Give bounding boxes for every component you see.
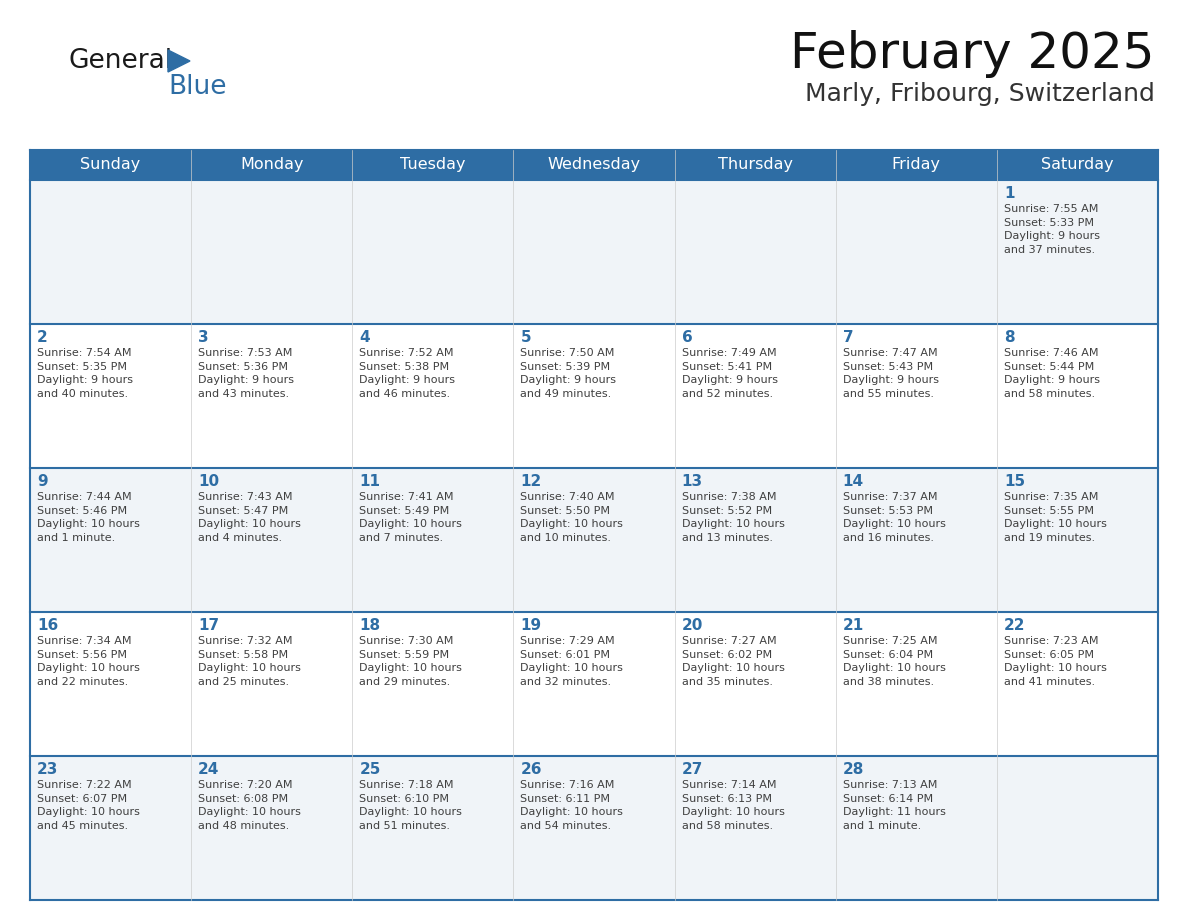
Text: 14: 14: [842, 474, 864, 489]
Text: Sunrise: 7:22 AM
Sunset: 6:07 PM
Daylight: 10 hours
and 45 minutes.: Sunrise: 7:22 AM Sunset: 6:07 PM Dayligh…: [37, 780, 140, 831]
Text: Sunrise: 7:52 AM
Sunset: 5:38 PM
Daylight: 9 hours
and 46 minutes.: Sunrise: 7:52 AM Sunset: 5:38 PM Dayligh…: [359, 348, 455, 398]
Polygon shape: [168, 50, 190, 72]
Text: 12: 12: [520, 474, 542, 489]
Text: Sunrise: 7:29 AM
Sunset: 6:01 PM
Daylight: 10 hours
and 32 minutes.: Sunrise: 7:29 AM Sunset: 6:01 PM Dayligh…: [520, 636, 624, 687]
Text: Tuesday: Tuesday: [400, 158, 466, 173]
Text: Blue: Blue: [168, 74, 227, 100]
Text: 20: 20: [682, 618, 703, 633]
Text: 28: 28: [842, 762, 864, 777]
Text: 16: 16: [37, 618, 58, 633]
Text: Sunrise: 7:23 AM
Sunset: 6:05 PM
Daylight: 10 hours
and 41 minutes.: Sunrise: 7:23 AM Sunset: 6:05 PM Dayligh…: [1004, 636, 1107, 687]
Text: 22: 22: [1004, 618, 1025, 633]
Text: Sunrise: 7:32 AM
Sunset: 5:58 PM
Daylight: 10 hours
and 25 minutes.: Sunrise: 7:32 AM Sunset: 5:58 PM Dayligh…: [198, 636, 301, 687]
Text: 6: 6: [682, 330, 693, 345]
Text: 9: 9: [37, 474, 48, 489]
Bar: [30, 324, 1158, 468]
Text: Sunrise: 7:43 AM
Sunset: 5:47 PM
Daylight: 10 hours
and 4 minutes.: Sunrise: 7:43 AM Sunset: 5:47 PM Dayligh…: [198, 492, 301, 543]
Text: Sunrise: 7:50 AM
Sunset: 5:39 PM
Daylight: 9 hours
and 49 minutes.: Sunrise: 7:50 AM Sunset: 5:39 PM Dayligh…: [520, 348, 617, 398]
Text: 15: 15: [1004, 474, 1025, 489]
Text: General: General: [68, 48, 172, 74]
Text: 19: 19: [520, 618, 542, 633]
Text: 25: 25: [359, 762, 380, 777]
Bar: [30, 180, 1158, 324]
Text: Sunrise: 7:47 AM
Sunset: 5:43 PM
Daylight: 9 hours
and 55 minutes.: Sunrise: 7:47 AM Sunset: 5:43 PM Dayligh…: [842, 348, 939, 398]
Text: 2: 2: [37, 330, 48, 345]
Text: Sunrise: 7:35 AM
Sunset: 5:55 PM
Daylight: 10 hours
and 19 minutes.: Sunrise: 7:35 AM Sunset: 5:55 PM Dayligh…: [1004, 492, 1107, 543]
Text: Sunrise: 7:40 AM
Sunset: 5:50 PM
Daylight: 10 hours
and 10 minutes.: Sunrise: 7:40 AM Sunset: 5:50 PM Dayligh…: [520, 492, 624, 543]
Bar: [30, 150, 1158, 180]
Text: Sunrise: 7:25 AM
Sunset: 6:04 PM
Daylight: 10 hours
and 38 minutes.: Sunrise: 7:25 AM Sunset: 6:04 PM Dayligh…: [842, 636, 946, 687]
Text: 21: 21: [842, 618, 864, 633]
Text: Sunrise: 7:46 AM
Sunset: 5:44 PM
Daylight: 9 hours
and 58 minutes.: Sunrise: 7:46 AM Sunset: 5:44 PM Dayligh…: [1004, 348, 1100, 398]
Text: 10: 10: [198, 474, 220, 489]
Bar: [30, 468, 1158, 612]
Text: Sunrise: 7:49 AM
Sunset: 5:41 PM
Daylight: 9 hours
and 52 minutes.: Sunrise: 7:49 AM Sunset: 5:41 PM Dayligh…: [682, 348, 778, 398]
Bar: [30, 756, 1158, 900]
Text: 26: 26: [520, 762, 542, 777]
Text: 1: 1: [1004, 186, 1015, 201]
Text: 4: 4: [359, 330, 369, 345]
Text: Sunrise: 7:44 AM
Sunset: 5:46 PM
Daylight: 10 hours
and 1 minute.: Sunrise: 7:44 AM Sunset: 5:46 PM Dayligh…: [37, 492, 140, 543]
Text: 11: 11: [359, 474, 380, 489]
Text: Sunrise: 7:37 AM
Sunset: 5:53 PM
Daylight: 10 hours
and 16 minutes.: Sunrise: 7:37 AM Sunset: 5:53 PM Dayligh…: [842, 492, 946, 543]
Text: Wednesday: Wednesday: [548, 158, 640, 173]
Text: Friday: Friday: [892, 158, 941, 173]
Text: February 2025: February 2025: [790, 30, 1155, 78]
Text: Sunrise: 7:34 AM
Sunset: 5:56 PM
Daylight: 10 hours
and 22 minutes.: Sunrise: 7:34 AM Sunset: 5:56 PM Dayligh…: [37, 636, 140, 687]
Text: Sunrise: 7:20 AM
Sunset: 6:08 PM
Daylight: 10 hours
and 48 minutes.: Sunrise: 7:20 AM Sunset: 6:08 PM Dayligh…: [198, 780, 301, 831]
Text: 5: 5: [520, 330, 531, 345]
Text: Sunrise: 7:14 AM
Sunset: 6:13 PM
Daylight: 10 hours
and 58 minutes.: Sunrise: 7:14 AM Sunset: 6:13 PM Dayligh…: [682, 780, 784, 831]
Text: Sunrise: 7:53 AM
Sunset: 5:36 PM
Daylight: 9 hours
and 43 minutes.: Sunrise: 7:53 AM Sunset: 5:36 PM Dayligh…: [198, 348, 295, 398]
Text: 7: 7: [842, 330, 853, 345]
Text: Monday: Monday: [240, 158, 303, 173]
Text: 24: 24: [198, 762, 220, 777]
Text: Thursday: Thursday: [718, 158, 792, 173]
Text: 27: 27: [682, 762, 703, 777]
Text: Sunrise: 7:13 AM
Sunset: 6:14 PM
Daylight: 11 hours
and 1 minute.: Sunrise: 7:13 AM Sunset: 6:14 PM Dayligh…: [842, 780, 946, 831]
Text: Sunday: Sunday: [81, 158, 140, 173]
Text: 23: 23: [37, 762, 58, 777]
Text: 18: 18: [359, 618, 380, 633]
Text: Sunrise: 7:16 AM
Sunset: 6:11 PM
Daylight: 10 hours
and 54 minutes.: Sunrise: 7:16 AM Sunset: 6:11 PM Dayligh…: [520, 780, 624, 831]
Text: Sunrise: 7:38 AM
Sunset: 5:52 PM
Daylight: 10 hours
and 13 minutes.: Sunrise: 7:38 AM Sunset: 5:52 PM Dayligh…: [682, 492, 784, 543]
Text: 3: 3: [198, 330, 209, 345]
Bar: [30, 612, 1158, 756]
Text: Marly, Fribourg, Switzerland: Marly, Fribourg, Switzerland: [805, 82, 1155, 106]
Text: Sunrise: 7:54 AM
Sunset: 5:35 PM
Daylight: 9 hours
and 40 minutes.: Sunrise: 7:54 AM Sunset: 5:35 PM Dayligh…: [37, 348, 133, 398]
Text: Sunrise: 7:41 AM
Sunset: 5:49 PM
Daylight: 10 hours
and 7 minutes.: Sunrise: 7:41 AM Sunset: 5:49 PM Dayligh…: [359, 492, 462, 543]
Text: Sunrise: 7:18 AM
Sunset: 6:10 PM
Daylight: 10 hours
and 51 minutes.: Sunrise: 7:18 AM Sunset: 6:10 PM Dayligh…: [359, 780, 462, 831]
Text: 17: 17: [198, 618, 220, 633]
Text: Saturday: Saturday: [1041, 158, 1113, 173]
Text: Sunrise: 7:55 AM
Sunset: 5:33 PM
Daylight: 9 hours
and 37 minutes.: Sunrise: 7:55 AM Sunset: 5:33 PM Dayligh…: [1004, 204, 1100, 255]
Text: 8: 8: [1004, 330, 1015, 345]
Text: Sunrise: 7:27 AM
Sunset: 6:02 PM
Daylight: 10 hours
and 35 minutes.: Sunrise: 7:27 AM Sunset: 6:02 PM Dayligh…: [682, 636, 784, 687]
Text: Sunrise: 7:30 AM
Sunset: 5:59 PM
Daylight: 10 hours
and 29 minutes.: Sunrise: 7:30 AM Sunset: 5:59 PM Dayligh…: [359, 636, 462, 687]
Text: 13: 13: [682, 474, 702, 489]
